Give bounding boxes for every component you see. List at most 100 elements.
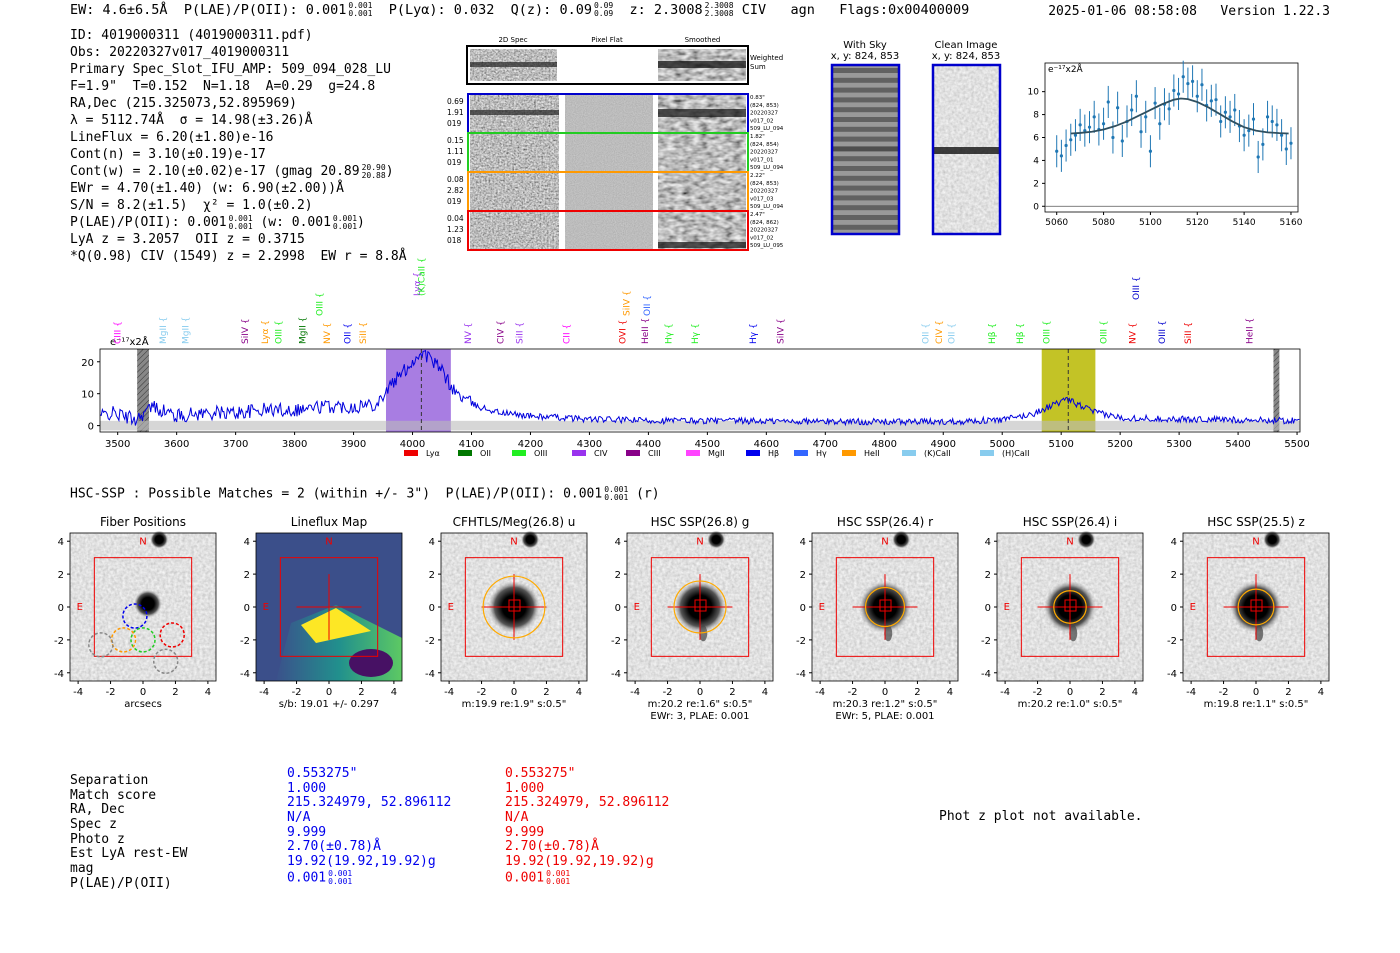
- with-sky-stripe: [832, 156, 899, 162]
- full-line-marker-label: NV {: [323, 323, 333, 344]
- header-datetime-version: 2025-01-06 08:58:08 Version 1.22.3: [1048, 4, 1330, 19]
- image-panel: HSC SSP(25.5) z N E -4 -2 0 2 4 4 2 0 -2 -4 m:19.8 re…: [1167, 515, 1330, 710]
- spec2d-row-left-label: 2.82: [447, 186, 464, 195]
- spec2d-row-right-label: 509_LU_094: [750, 204, 784, 210]
- panel-faint-source: [1069, 625, 1078, 642]
- match-red-value: 19.92(19.92,19.92)g: [505, 854, 654, 870]
- panel-source: [133, 589, 162, 618]
- match-red-value: 215.324979, 52.896112: [505, 795, 670, 811]
- full-line-marker-label: SiIV {: [241, 318, 251, 344]
- panel-search-box: [1020, 557, 1120, 657]
- spec2d-row-trace: [470, 110, 559, 115]
- legend-label: CIV: [594, 449, 608, 458]
- spec2d-row-right-label: (824, 862): [750, 220, 779, 226]
- legend-label: OII: [480, 449, 491, 458]
- full-line-marker: Hγ {: [664, 323, 674, 344]
- panel-ytick-label: 0: [985, 603, 991, 614]
- header-version: Version 1.22.3: [1220, 4, 1330, 19]
- panel-xtick-label: 0: [326, 687, 332, 698]
- panel-xtick-label: -4: [1186, 687, 1196, 698]
- panel-ytick-label: 0: [244, 603, 250, 614]
- header-plae-bounds: 0.001 0.001: [348, 1, 373, 18]
- with-sky-stripe: [832, 195, 899, 201]
- full-line-marker-label: OII {: [344, 323, 354, 344]
- legend-swatch: [842, 450, 856, 456]
- full-line-marker: HeII {: [641, 318, 651, 344]
- panel-neighbor-source: [892, 530, 911, 549]
- panel-ytick-label: -2: [611, 636, 621, 647]
- match-label: Spec z: [70, 817, 117, 833]
- full-line-marker: OII {: [922, 323, 932, 344]
- legend-swatch: [746, 450, 760, 456]
- zoom-data-point: [1176, 92, 1181, 96]
- spec2d-row-right-label: 20220327: [750, 189, 778, 195]
- spec2d-row-right-label: v017_01: [750, 157, 774, 163]
- match-label: mag: [70, 861, 94, 877]
- spec2d-col-header: 2D Spec: [498, 36, 527, 44]
- image-panel: Fiber Positions N E -4 -2 0 2 4 4 2 0 -2 -4 arcsecs: [54, 515, 217, 710]
- panel-ytick-label: -2: [240, 636, 250, 647]
- header-qz-bounds: 0.09 0.09: [593, 1, 614, 18]
- full-line-marker: Hγ {: [691, 323, 701, 344]
- spec2d-row-smoothed: [658, 134, 746, 171]
- full-line-marker-label: Hγ {: [749, 323, 759, 344]
- full-xtick-label: 5100: [1048, 439, 1073, 450]
- panel-xtick-label: 0: [140, 687, 146, 698]
- full-ytick-label: 0: [88, 422, 94, 433]
- spec2d-row-left-label: 0.15: [447, 136, 464, 145]
- spec2d-row-left-label: 0.08: [447, 175, 464, 184]
- with-sky-stripe: [832, 205, 899, 211]
- full-line-marker-label: Hγ {: [691, 323, 701, 344]
- header-plae: P(LAE)/P(OII): 0.001: [183, 2, 347, 18]
- fiber-circle: [110, 627, 137, 653]
- full-line-marker-label: OIII {: [1158, 320, 1168, 344]
- spec2d-row-right-label: 509_LU_095: [750, 243, 784, 249]
- full-xtick-label: 5000: [989, 439, 1014, 450]
- zoom-xtick-label: 5120: [1186, 218, 1209, 228]
- lineflux-map-low: [349, 649, 393, 677]
- full-line-marker-label: OIII {: [1042, 320, 1052, 344]
- full-ylabel: e⁻¹⁷x2Å: [110, 335, 149, 348]
- panel-ytick-label: -2: [796, 636, 806, 647]
- full-error-band: [100, 420, 1300, 431]
- legend-swatch: [458, 450, 472, 456]
- panel-xtick-label: 4: [205, 687, 211, 698]
- spec2d-row-right-label: 2.22": [750, 173, 765, 179]
- full-line-marker: Hβ {: [1016, 323, 1026, 344]
- zoom-data-point: [1106, 100, 1110, 104]
- panel-caption: m:20.2 re:1.0" s:0.5": [1018, 699, 1123, 710]
- zoom-data-point: [1167, 107, 1171, 111]
- zoom-data-point: [1172, 88, 1176, 93]
- legend-label: OIII: [534, 449, 547, 458]
- match-blue-value: 0.001 0.001 0.001: [287, 868, 353, 886]
- full-line-marker: CIII {: [114, 321, 124, 344]
- full-line-marker: SiII {: [1184, 322, 1194, 344]
- spec2d-row-right-label: (824, 854): [750, 142, 779, 148]
- clean-image-xy: x, y: 824, 853: [932, 51, 1001, 62]
- panel-caption: arcsecs: [124, 699, 162, 710]
- full-xtick-label: 3800: [282, 439, 307, 450]
- full-masked-region: [137, 349, 149, 432]
- with-sky-stripe: [832, 136, 899, 142]
- full-line-marker-label: OIII {: [275, 320, 285, 344]
- header-ew: EW: 4.6±6.5Å: [70, 2, 168, 18]
- spec2d-row-left-label: 0.04: [447, 214, 464, 223]
- panel-caption: m:20.3 re:1.2" s:0.5": [833, 699, 938, 710]
- fiber-circle: [152, 648, 179, 675]
- full-axes-frame: [99, 348, 1301, 433]
- full-line-marker: OIII {: [275, 320, 285, 344]
- with-sky-stripe: [832, 175, 899, 181]
- match-label: Match score: [70, 787, 157, 803]
- panel-xtick-label: 4: [947, 687, 953, 698]
- zoom-data-point: [1055, 149, 1059, 153]
- spec2d-row-right-label: v017_02: [750, 235, 774, 241]
- spec2d-row-right-label: (824, 853): [750, 103, 779, 109]
- spec2d-row-right-label: v017_02: [750, 118, 774, 124]
- full-line-marker-label: Hβ {: [1016, 323, 1026, 344]
- panel-caption: m:19.8 re:1.1" s:0.5": [1204, 699, 1309, 710]
- full-line-marker: (K)CaII {: [417, 257, 427, 296]
- match-label: Separation: [70, 773, 149, 788]
- zoom-data-point: [1148, 149, 1153, 153]
